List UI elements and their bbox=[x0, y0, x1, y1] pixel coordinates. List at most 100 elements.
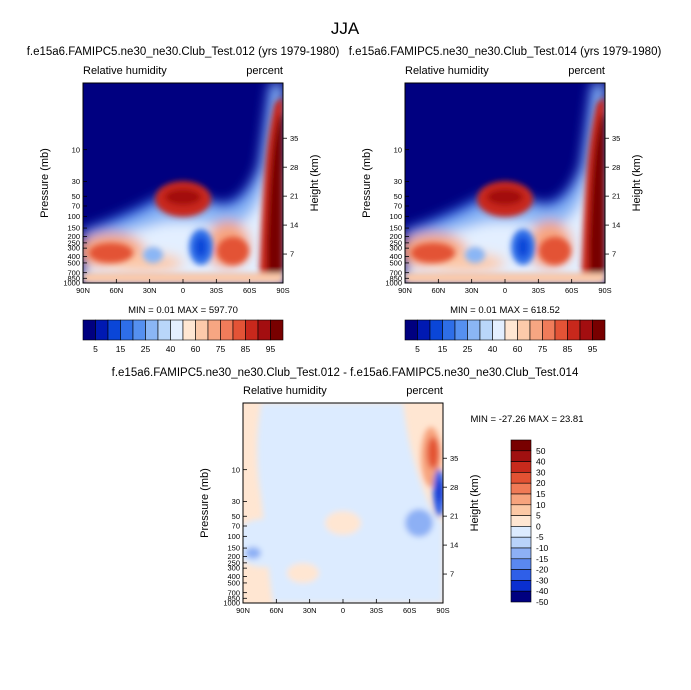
y-tick-label: 70 bbox=[394, 202, 402, 211]
y-tick-label: 10 bbox=[72, 145, 80, 154]
colorbar-swatch bbox=[120, 319, 134, 341]
colorbar-label: 40 bbox=[488, 344, 498, 354]
colorbar-swatch bbox=[510, 569, 532, 581]
colorbar-swatch bbox=[510, 515, 532, 527]
colorbar-label: 5 bbox=[536, 511, 541, 521]
colorbar-label: -50 bbox=[536, 597, 549, 607]
y-axis-label-right: Height (km) bbox=[309, 155, 321, 212]
colorbar: 5 15 25 40 60 75 85 95 bbox=[82, 319, 284, 354]
colorbar-label: 85 bbox=[563, 344, 573, 354]
y-tick-label: 850 bbox=[227, 594, 240, 603]
y-tick-label: 100 bbox=[389, 212, 402, 221]
colorbar-swatch bbox=[510, 504, 532, 516]
x-tick-label: 60N bbox=[269, 606, 283, 615]
y-tick-label: 400 bbox=[67, 252, 80, 261]
colorbar-swatch bbox=[510, 461, 532, 473]
y-tick-label: 150 bbox=[389, 224, 402, 233]
colorbar-label: 25 bbox=[141, 344, 151, 354]
panel-title: f.e15a6.FAMIPC5.ne30_ne30.Club_Test.014 … bbox=[349, 46, 662, 58]
colorbar-swatch bbox=[417, 319, 431, 341]
colorbar-swatch bbox=[442, 319, 456, 341]
colorbar-swatch bbox=[82, 319, 96, 341]
x-tick-label: 0 bbox=[503, 286, 507, 295]
colorbar-swatch bbox=[429, 319, 443, 341]
colorbar-swatch bbox=[554, 319, 568, 341]
y-tick-label: 400 bbox=[227, 572, 240, 581]
y-right-tick-label: 28 bbox=[290, 163, 298, 172]
y-tick-label: 500 bbox=[227, 579, 240, 588]
colorbar-swatch bbox=[270, 319, 284, 341]
y-tick-label: 1000 bbox=[385, 279, 402, 288]
colorbar-swatch bbox=[579, 319, 593, 341]
colorbar-swatch bbox=[454, 319, 468, 341]
colorbar-label: 75 bbox=[216, 344, 226, 354]
left-label: Relative humidity bbox=[243, 385, 327, 397]
colorbar-label: 60 bbox=[513, 344, 523, 354]
colorbar-swatch bbox=[479, 319, 493, 341]
y-axis-label: Pressure (mb) bbox=[361, 148, 373, 218]
colorbar-label: 25 bbox=[463, 344, 473, 354]
x-tick-label: 90S bbox=[436, 606, 449, 615]
colorbar-swatch bbox=[95, 319, 109, 341]
colorbar-swatch bbox=[510, 536, 532, 549]
y-right-tick-label: 14 bbox=[612, 221, 620, 230]
y-tick-label: 30 bbox=[394, 177, 402, 186]
axis-ticks: 90N 60N 30N 0 30S 60S 90S103050701001502002503… bbox=[223, 454, 458, 615]
x-tick-label: 30N bbox=[143, 286, 157, 295]
colorbar-swatch bbox=[510, 590, 532, 603]
y-tick-label: 300 bbox=[67, 244, 80, 253]
x-tick-label: 90S bbox=[276, 286, 289, 295]
colorbar-label: 85 bbox=[241, 344, 251, 354]
colorbar-label: -10 bbox=[536, 543, 549, 553]
y-tick-label: 850 bbox=[67, 274, 80, 283]
colorbar-swatch bbox=[567, 319, 581, 341]
x-tick-label: 30N bbox=[465, 286, 479, 295]
colorbar-label: 20 bbox=[536, 478, 546, 488]
colorbar-label: 75 bbox=[538, 344, 548, 354]
y-tick-label: 100 bbox=[227, 532, 240, 541]
y-tick-label: 250 bbox=[67, 238, 80, 247]
colorbar-swatch bbox=[145, 319, 159, 341]
y-tick-label: 250 bbox=[227, 558, 240, 567]
colorbar-swatch bbox=[510, 472, 532, 484]
colorbar-label: 30 bbox=[536, 467, 546, 477]
min-max-stats: MIN = 0.01 MAX = 618.52 bbox=[450, 305, 560, 316]
min-max-stats: MIN = -27.26 MAX = 23.81 bbox=[470, 414, 583, 425]
x-tick-label: 30N bbox=[303, 606, 317, 615]
x-tick-label: 30S bbox=[210, 286, 223, 295]
colorbar-swatch bbox=[510, 439, 532, 452]
x-tick-label: 60S bbox=[403, 606, 416, 615]
colorbar-swatch bbox=[504, 319, 518, 341]
x-tick-label: 90S bbox=[598, 286, 611, 295]
y-tick-label: 300 bbox=[389, 244, 402, 253]
min-max-stats: MIN = 0.01 MAX = 597.70 bbox=[128, 305, 238, 316]
colorbar-swatch bbox=[592, 319, 606, 341]
y-tick-label: 700 bbox=[227, 588, 240, 597]
colorbar-swatch bbox=[510, 526, 532, 538]
y-tick-label: 500 bbox=[389, 259, 402, 268]
y-right-tick-label: 7 bbox=[450, 570, 454, 579]
x-tick-label: 60S bbox=[243, 286, 256, 295]
colorbar: 5 15 25 40 60 75 85 95 bbox=[404, 319, 606, 354]
heatmap-field bbox=[233, 403, 445, 603]
x-tick-label: 90N bbox=[76, 286, 90, 295]
y-tick-label: 1000 bbox=[223, 599, 240, 608]
x-tick-label: 0 bbox=[181, 286, 185, 295]
y-right-tick-label: 35 bbox=[290, 134, 298, 143]
colorbar-label: 10 bbox=[536, 500, 546, 510]
y-tick-label: 850 bbox=[389, 274, 402, 283]
colorbar-label: 15 bbox=[536, 489, 546, 499]
y-axis-label-right: Height (km) bbox=[469, 475, 481, 532]
colorbar-label: 5 bbox=[93, 344, 98, 354]
x-tick-label: 60N bbox=[431, 286, 445, 295]
y-tick-label: 10 bbox=[394, 145, 402, 154]
y-axis-label-right: Height (km) bbox=[631, 155, 643, 212]
y-tick-label: 30 bbox=[232, 497, 240, 506]
colorbar-label: -20 bbox=[536, 565, 549, 575]
y-tick-label: 30 bbox=[72, 177, 80, 186]
y-tick-label: 700 bbox=[389, 268, 402, 277]
y-tick-label: 150 bbox=[67, 224, 80, 233]
colorbar-swatch bbox=[510, 580, 532, 592]
